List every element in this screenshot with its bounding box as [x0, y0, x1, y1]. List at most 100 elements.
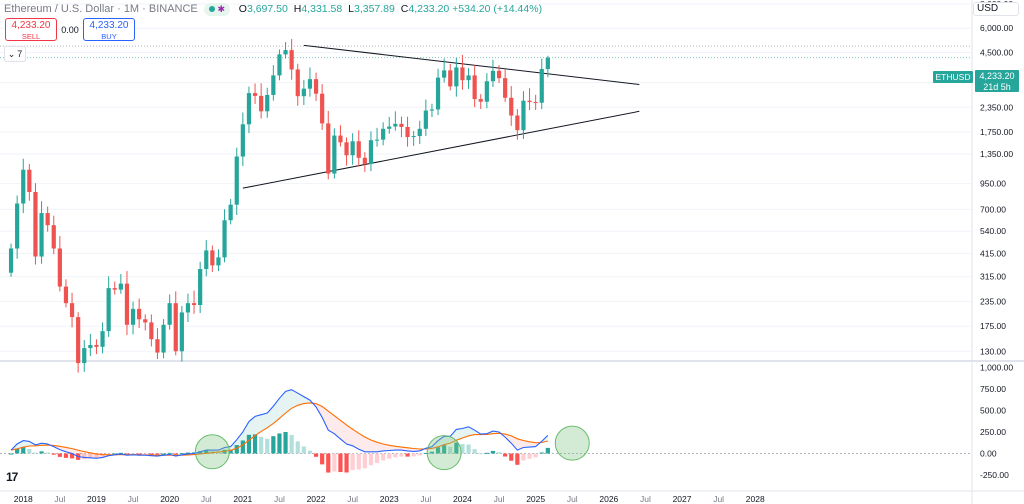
candle	[265, 94, 270, 112]
time-tick-label: 2020	[160, 494, 179, 504]
macd-histogram-bar	[368, 453, 374, 466]
time-tick-label: 2025	[526, 494, 545, 504]
candle	[320, 93, 325, 124]
time-tick-label: 2021	[233, 494, 252, 504]
last-price-symbol-tag: ETHUSD	[933, 71, 973, 83]
candle	[234, 156, 239, 205]
share-icon[interactable]: ✱	[217, 3, 226, 14]
indicators-count: 7	[17, 49, 23, 59]
candle	[112, 288, 117, 290]
candle	[8, 248, 14, 273]
ohlc-key: L	[348, 3, 354, 15]
trendlines[interactable]	[0, 44, 972, 189]
sell-button[interactable]: 4,233.20 SELL	[5, 18, 57, 41]
macd-histogram-bar	[130, 453, 136, 455]
candle	[533, 102, 538, 104]
macd-histogram-bar	[259, 436, 264, 454]
macd-signal-fill	[438, 436, 445, 447]
macd-histogram-bar	[82, 453, 87, 460]
macd-tick-label: 500.00	[980, 405, 1006, 415]
candle	[216, 257, 221, 266]
macd-histogram-bar	[271, 436, 276, 454]
macd-signal-fill	[529, 441, 536, 448]
candle	[472, 75, 477, 100]
price-tick-label: 415.00	[980, 248, 1006, 258]
candle	[137, 308, 142, 320]
macd-histogram-bar	[33, 452, 38, 454]
candle	[448, 70, 453, 87]
macd-histogram-bar	[252, 434, 258, 454]
macd-histogram-bar	[496, 452, 502, 454]
status-pill[interactable]: ✱	[203, 2, 230, 16]
time-tick-label: Jul	[128, 494, 139, 504]
candle	[454, 67, 459, 87]
candle	[344, 142, 349, 156]
legend-header[interactable]: Ethereum / U.S. Dollar · 1M · BINANCE ✱ …	[4, 2, 542, 16]
macd-histogram-bar	[356, 453, 361, 470]
price-tick-label: 6,000.00	[980, 23, 1013, 33]
price-tick-label: 950.00	[980, 179, 1006, 189]
candle	[496, 70, 502, 79]
price-tick-label: 2,350.00	[980, 102, 1013, 112]
macd-histogram-bar	[344, 453, 349, 473]
buy-price: 4,233.20	[89, 20, 129, 31]
macd-signal-fill	[23, 440, 30, 448]
last-price-value: 4,233.20	[979, 71, 1015, 81]
indicators-toggle-button[interactable]: ⌄ 7	[4, 46, 26, 62]
ohlc-value: 4,233.20	[408, 3, 450, 15]
macd-histogram-bar	[240, 440, 245, 454]
macd-signal-fill	[17, 440, 24, 449]
candle	[362, 157, 367, 164]
time-tick-label: Jul	[567, 494, 578, 504]
time-axis-ticks[interactable]: 2018 Jul 2019 Jul 2020 Jul 2021 Jul 2022 Jul 2023 J…	[14, 494, 765, 504]
macd-signal-fill	[444, 436, 451, 445]
macd-histogram-bar	[326, 453, 331, 473]
macd-histogram-bar	[454, 442, 459, 454]
candle	[106, 288, 111, 332]
macd-histogram-bar	[45, 452, 50, 454]
time-tick-label: Jul	[420, 494, 431, 504]
macd-histogram-bar	[234, 445, 239, 454]
ohlc-value: 4,331.58	[301, 3, 343, 15]
candle	[411, 136, 416, 138]
macd-histogram-bar	[57, 453, 62, 457]
macd-histogram-bar	[167, 452, 172, 454]
macd-histogram-bar	[478, 453, 483, 455]
macd-histogram-bar	[106, 453, 111, 455]
ohlc-key: C	[400, 3, 409, 15]
buy-button[interactable]: 4,233.20 BUY	[83, 18, 135, 41]
macd-histogram-bar	[338, 453, 343, 473]
macd-signal-fill	[334, 415, 341, 439]
candle	[155, 339, 160, 353]
candle	[45, 213, 50, 226]
tradingview-logo-icon[interactable]: 17	[6, 470, 18, 484]
highlight-circles	[194, 425, 590, 471]
symbol-title[interactable]: Ethereum / U.S. Dollar · 1M · BINANCE	[4, 3, 198, 15]
sell-label: SELL	[21, 32, 41, 41]
macd-signal-fill	[511, 435, 518, 451]
time-tick-label: 2018	[14, 494, 33, 504]
macd-histogram-bar	[301, 446, 306, 454]
candle	[399, 123, 404, 127]
macd-histogram-bar	[313, 453, 319, 457]
macd-signal-fill	[285, 389, 292, 413]
price-pane[interactable]	[0, 0, 1024, 360]
market-open-dot-icon	[208, 6, 215, 12]
candle	[381, 128, 386, 140]
candle	[503, 78, 508, 98]
macd-histogram-bar	[283, 431, 288, 454]
candle	[295, 69, 300, 97]
candle	[509, 97, 514, 116]
trendline[interactable]	[303, 44, 640, 85]
macd-histogram-bar	[533, 453, 538, 458]
candle	[442, 70, 447, 78]
currency-select[interactable]: USD	[973, 2, 1019, 16]
time-tick-label: Jul	[713, 494, 724, 504]
macd-pane[interactable]	[0, 389, 972, 473]
macd-histogram-bar	[307, 450, 313, 454]
trendline[interactable]	[242, 110, 640, 189]
ohlc-key: O	[238, 3, 247, 15]
macd-signal-fill	[370, 439, 378, 452]
macd-histogram-bar	[149, 453, 154, 455]
